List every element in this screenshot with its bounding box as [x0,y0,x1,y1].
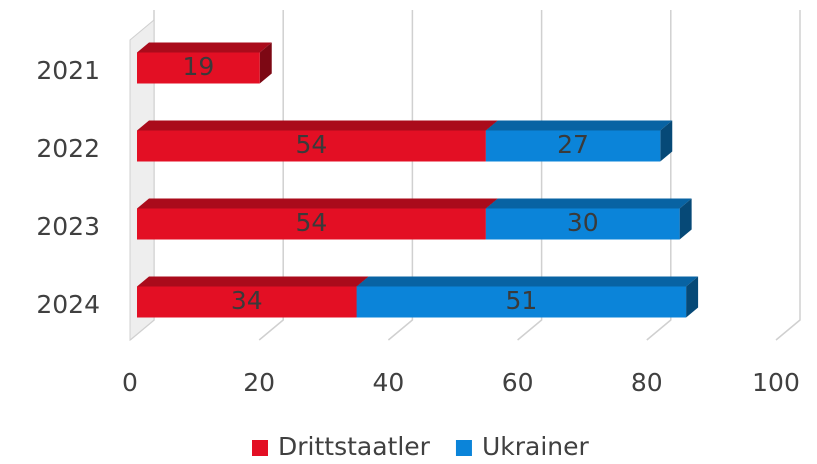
bar-top [485,198,692,209]
y-tick-label: 2021 [36,56,100,85]
x-tick-label: 40 [372,368,404,397]
legend-label: Ukrainer [482,432,590,461]
bar [356,286,687,318]
grid-line [646,10,672,341]
bar-segment [137,276,369,318]
bar-side [660,120,673,162]
data-label: 34 [231,286,263,315]
y-tick-label: 2023 [36,212,100,241]
bar [137,208,486,240]
legend-swatch [252,440,268,456]
bar [485,130,661,162]
data-label: 54 [296,208,328,237]
bar [137,130,486,162]
bar-top [137,198,498,209]
bar-segment [137,42,272,84]
x-tick-label: 80 [631,368,663,397]
bar-segment [485,198,692,240]
grid-line [387,10,414,341]
legend-label: Drittstaatler [278,432,431,461]
bar [485,208,680,240]
bar-top [485,120,673,131]
data-label: 54 [296,130,328,159]
y-tick-label: 2022 [36,134,100,163]
bar-side [679,198,692,240]
bar-top [137,276,369,287]
bar-top [356,276,699,287]
bar-segment [356,276,699,318]
data-label: 30 [567,208,599,237]
bar-side [259,42,272,84]
x-tick-label: 0 [122,368,138,397]
grid-line [258,10,284,341]
bar-segment [137,120,498,162]
axis-wall [129,18,155,342]
bar-side [686,276,699,318]
bar-segment [485,120,673,162]
x-tick-label: 60 [502,368,534,397]
bar-top [137,120,498,131]
data-label: 19 [182,52,214,81]
legend-swatch [455,440,472,456]
x-tick-label: 100 [752,368,800,397]
bar-top [137,42,272,53]
bar [137,286,357,318]
data-label: 51 [505,286,537,315]
data-label: 27 [557,130,589,159]
x-tick-label: 20 [243,368,275,397]
y-tick-label: 2024 [36,290,100,319]
grid-line [775,10,801,341]
bar [137,52,260,84]
grid-line [517,10,543,341]
